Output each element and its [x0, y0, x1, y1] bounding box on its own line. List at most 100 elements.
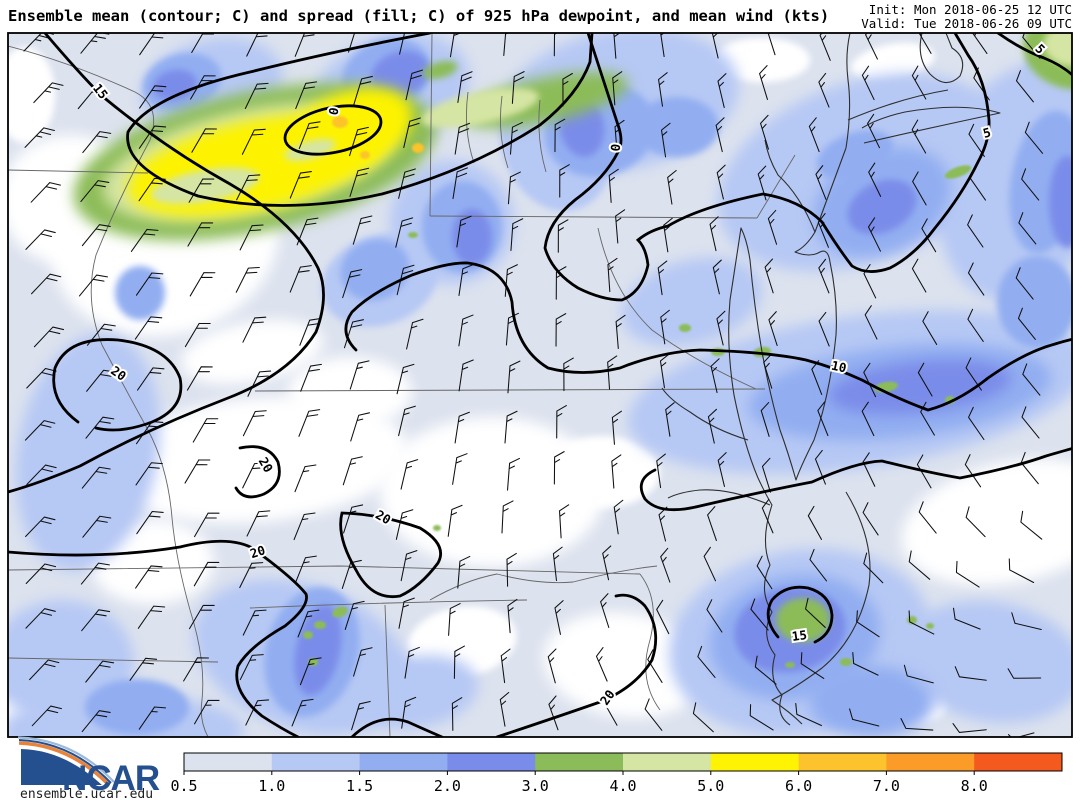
wind-barb [244, 82, 269, 109]
wind-barb [967, 308, 984, 343]
spread-blob [15, 333, 161, 571]
wind-barb [246, 510, 271, 537]
wind-barb [30, 182, 61, 203]
wind-barb [501, 500, 514, 534]
wind-barb [612, 71, 623, 106]
coastline-path [764, 139, 816, 233]
wind-barb [911, 119, 927, 154]
wind-barb [555, 313, 567, 347]
wind-barb [554, 118, 566, 153]
wind-barb [750, 598, 769, 631]
wind-barb [707, 506, 717, 541]
mean-contour-line [495, 593, 658, 737]
colorbar-segment [271, 753, 361, 771]
wind-barb [868, 217, 881, 252]
wind-barb [756, 555, 773, 590]
wind-barb [242, 410, 267, 437]
wind-barb [706, 599, 723, 633]
wind-barb [955, 560, 980, 588]
wind-barb [401, 696, 417, 729]
spread-blob [679, 324, 691, 332]
wind-barb [717, 452, 727, 487]
spread-blob [840, 658, 852, 666]
wind-barb [1020, 451, 1039, 485]
map-title: Ensemble mean (contour; C) and spread (f… [8, 7, 829, 25]
wind-barb [193, 561, 220, 587]
wind-barb [856, 610, 880, 638]
wind-barb [818, 311, 830, 347]
colorbar-tick-label: 4.0 [609, 777, 636, 795]
spread-blob [944, 165, 972, 179]
wind-barb [1022, 363, 1041, 396]
mean-contour-line [126, 33, 594, 207]
wind-barb [556, 405, 567, 439]
wind-barb [761, 498, 774, 534]
wind-barb [852, 652, 879, 676]
wind-barb [81, 710, 111, 733]
wind-barb [553, 451, 565, 485]
wind-barb [82, 515, 112, 538]
wind-barb [965, 506, 986, 538]
wind-barb [912, 171, 927, 206]
wind-barb [398, 168, 416, 199]
wind-barb [192, 418, 219, 443]
spread-blob [776, 598, 830, 642]
wind-barb [395, 217, 414, 248]
spread-blob [847, 179, 917, 235]
wind-barb [800, 652, 825, 679]
wind-barb [130, 228, 159, 253]
wind-barb [760, 402, 770, 437]
wind-barb [900, 718, 934, 731]
spread-blob [926, 623, 934, 629]
wind-barb [188, 178, 215, 203]
mean-contour-line [639, 447, 1072, 512]
wind-barb [657, 260, 668, 296]
spread-blob [900, 600, 1072, 724]
wind-barb [967, 214, 984, 248]
wind-barb [81, 224, 111, 247]
mean-contour-line [543, 33, 991, 302]
wind-barb [817, 401, 829, 437]
wind-barb [697, 645, 716, 678]
wind-barb [137, 605, 166, 629]
wind-barb [916, 454, 932, 489]
wind-barb [188, 604, 215, 630]
wind-barb [137, 367, 165, 391]
colorbar-segment [535, 753, 624, 771]
wind-barb [138, 125, 167, 149]
wind-barb [342, 456, 363, 486]
colorbar-segment [184, 753, 273, 771]
colorbar-tick-label: 5.0 [697, 777, 724, 795]
wind-barb [967, 262, 985, 296]
wind-barb [660, 309, 670, 345]
wind-barb [613, 499, 624, 535]
spread-blob [433, 525, 441, 531]
wind-barb [760, 114, 769, 150]
wind-barb [660, 547, 671, 583]
state-borders [8, 33, 796, 737]
wind-barb [805, 597, 826, 628]
ncar-logo: NCAR [17, 736, 161, 798]
wind-barb [552, 546, 563, 582]
wind-barb [644, 698, 663, 731]
wind-barb [350, 412, 370, 442]
wind-barb [862, 502, 879, 536]
wind-barb [607, 257, 618, 293]
wind-barb [24, 127, 55, 148]
wind-barb [608, 168, 619, 203]
wind-barb [917, 362, 933, 397]
wind-barb [300, 363, 322, 392]
contour-value-label: 20 [248, 542, 267, 561]
wind-barb [458, 314, 474, 347]
wind-barb [903, 664, 934, 684]
wind-barb [239, 562, 264, 589]
wind-barb [242, 316, 267, 343]
wind-barb [82, 131, 112, 154]
wind-barb [291, 698, 314, 727]
wind-barb [1015, 267, 1034, 300]
spread-blob [332, 606, 348, 618]
wind-barb [353, 647, 373, 677]
valid-timestamp: Valid: Tue 2018-06-26 09 UTC [861, 16, 1072, 31]
wind-barb [349, 167, 370, 198]
